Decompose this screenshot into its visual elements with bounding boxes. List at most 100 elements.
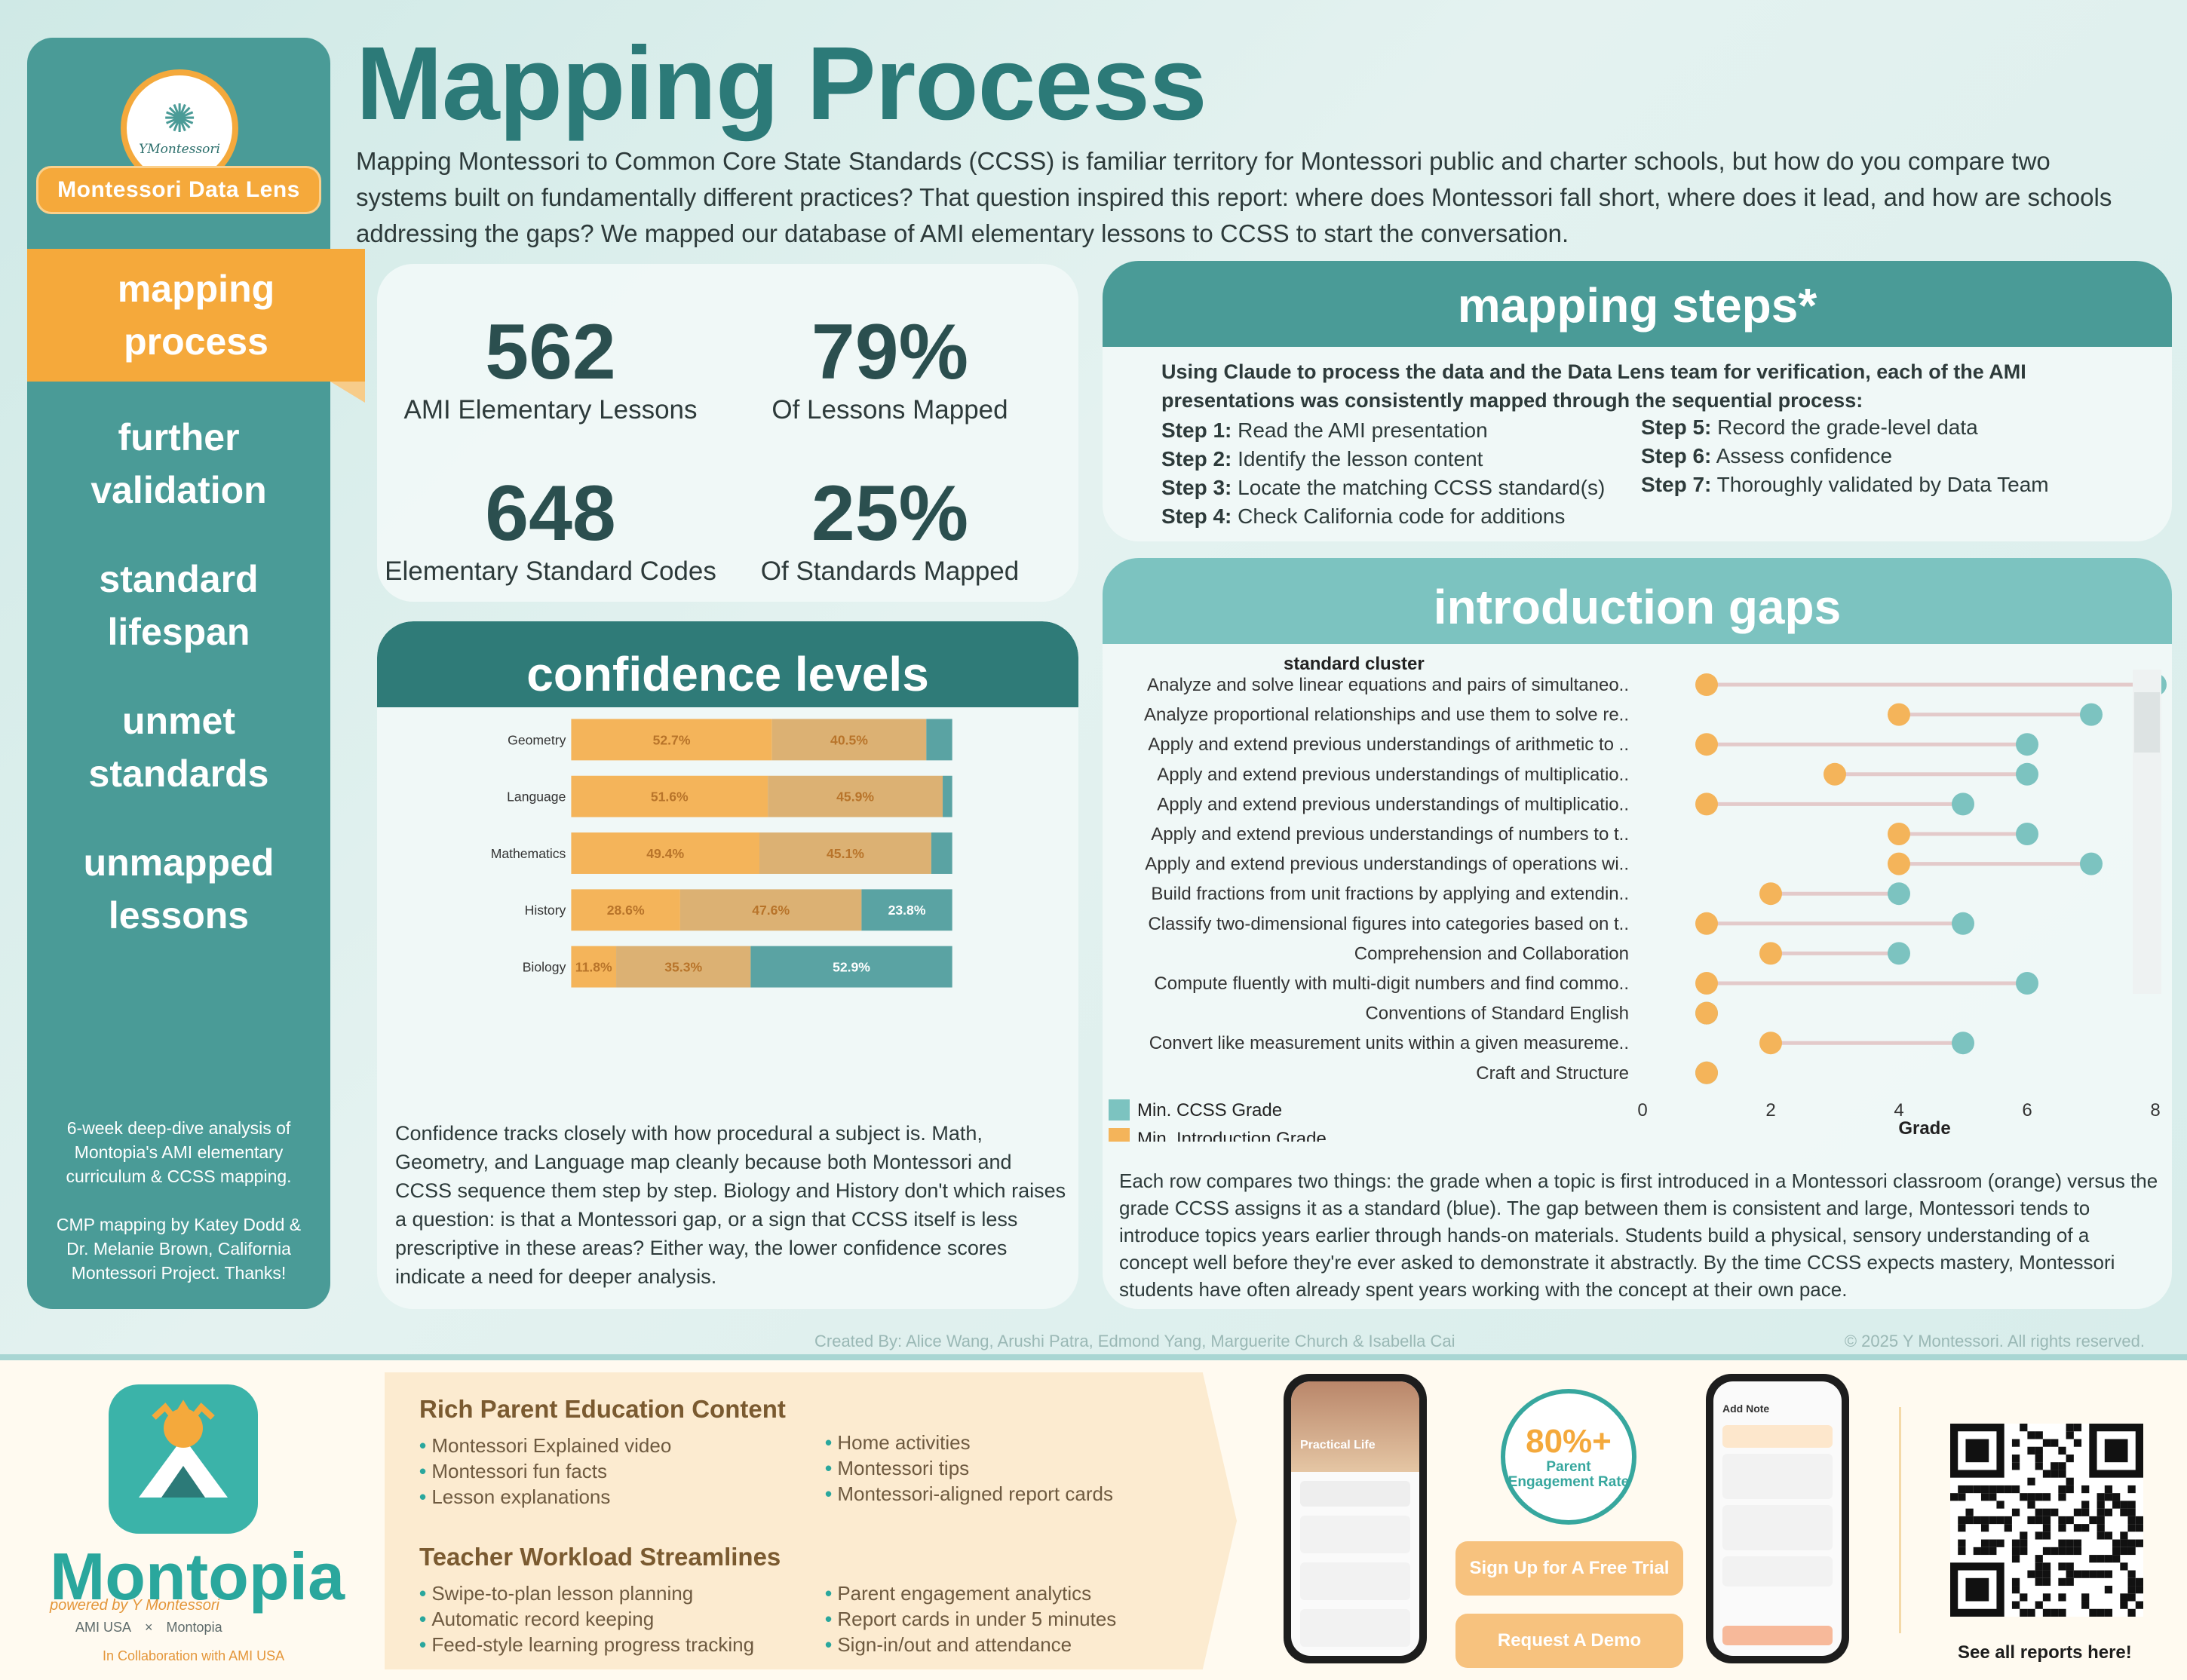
- feature-item: Report cards in under 5 minutes: [825, 1606, 1116, 1632]
- confidence-panel: confidence levels Geometry 52.7% 40.5% Lang…: [377, 621, 1078, 1309]
- gaps-panel: introduction gaps standard cluster Analyz…: [1103, 558, 2172, 1309]
- category-label: Mathematics: [491, 846, 566, 861]
- cluster-label: Apply and extend previous understandings…: [1157, 765, 1629, 785]
- category-label: Geometry: [508, 732, 566, 747]
- ccss-grade-point: [2016, 823, 2038, 845]
- confidence-bar-segment: [571, 889, 680, 931]
- qr-code-icon[interactable]: [1950, 1424, 2143, 1617]
- intro-grade-point: [1695, 972, 1718, 995]
- nav-mapping-process[interactable]: mapping process: [27, 249, 365, 403]
- confidence-description: Confidence tracks closely with how proce…: [395, 1122, 1066, 1288]
- confidence-bar-segment: [571, 832, 760, 874]
- confidence-bar-segment: [571, 946, 617, 988]
- montopia-small-logo: Montopia: [166, 1620, 222, 1635]
- intro-grade-point: [1888, 823, 1910, 845]
- gaps-description: Each row compares two things: the grade …: [1119, 1170, 2158, 1301]
- intro-grade-point: [1888, 703, 1910, 726]
- cluster-label: Convert like measurement units within a …: [1149, 1033, 1629, 1053]
- intro-grade-point: [1695, 733, 1718, 756]
- step-label: Step 6:: [1641, 444, 1712, 468]
- logo-text: YMontessori: [139, 142, 220, 157]
- bar-value-label: 23.8%: [888, 903, 926, 918]
- ccss-grade-point: [2016, 972, 2038, 995]
- teacher-features-left: Swipe-to-plan lesson planning Automatic …: [419, 1580, 754, 1657]
- intro-grade-point: [1695, 792, 1718, 816]
- copyright: © 2025 Y Montessori. All rights reserved…: [1844, 1332, 2145, 1350]
- stat-standards-mapped: 25% Of Standards Mapped: [716, 472, 1063, 588]
- engagement-badge: 80%+ Parent Engagement Rate: [1501, 1389, 1636, 1525]
- step-text: Thoroughly validated by Data Team: [1716, 473, 2049, 496]
- step-item: Step 5: Record the grade-level data: [1641, 413, 1978, 442]
- app-name: Montopia: [50, 1539, 345, 1614]
- intro-grade-point: [1759, 882, 1782, 906]
- intro-grade-point: [1695, 1001, 1718, 1025]
- nav-label: unmet standards: [88, 700, 269, 795]
- intro-paragraph: Mapping Montessori to Common Core State …: [356, 147, 2112, 247]
- phone-screen: Practical Life: [1291, 1381, 1419, 1656]
- nav-unmet-standards[interactable]: unmet standards: [27, 694, 330, 800]
- parent-content-title: Rich Parent Education Content: [419, 1395, 786, 1423]
- divider: [1899, 1407, 1901, 1633]
- ccss-grade-point: [1888, 882, 1910, 906]
- x-tick-label: 4: [1894, 1100, 1903, 1121]
- page-title: Mapping Process: [356, 26, 1207, 142]
- bar-value-label: 11.8%: [575, 959, 612, 974]
- cluster-label: Apply and extend previous understandings…: [1151, 824, 1629, 845]
- ccss-grade-point: [1952, 1032, 1974, 1055]
- phone-mockup-notes: Add Note: [1706, 1374, 1849, 1663]
- step-label: Step 3:: [1161, 476, 1232, 499]
- category-label: Biology: [523, 959, 566, 974]
- legend-label-intro: Min. Introduction Grade: [1137, 1129, 1327, 1142]
- credits: Created By: Alice Wang, Arushi Patra, Ed…: [814, 1332, 1455, 1350]
- feature-item: Automatic record keeping: [419, 1606, 754, 1632]
- ccss-grade-point: [1888, 942, 1910, 965]
- bar-value-label: 52.7%: [653, 732, 691, 747]
- stat-label: Of Standards Mapped: [760, 556, 1020, 586]
- step-item: Step 1: Read the AMI presentation: [1161, 416, 1488, 445]
- cluster-label: Conventions of Standard English: [1365, 1004, 1629, 1024]
- nav-label: further validation: [90, 416, 267, 511]
- gaps-scrollbar[interactable]: [2133, 670, 2161, 994]
- step-text: Check California code for additions: [1238, 504, 1566, 528]
- footer-ad: Montopia powered by Y Montessori AMI USA…: [0, 1354, 2187, 1680]
- step-text: Identify the lesson content: [1238, 447, 1483, 471]
- nav-standard-lifespan[interactable]: standard lifespan: [27, 553, 330, 658]
- teacher-workload-title: Teacher Workload Streamlines: [419, 1543, 781, 1571]
- confidence-bar-segment: [616, 946, 751, 988]
- bar-value-label: 45.1%: [827, 846, 864, 861]
- x-tick-label: 2: [1765, 1100, 1775, 1121]
- collab-note: In Collaboration with AMI USA: [103, 1648, 285, 1663]
- qr-caption: See all reports here!: [1958, 1642, 2132, 1663]
- feature-item: Parent engagement analytics: [825, 1580, 1116, 1606]
- cluster-label: Comprehension and Collaboration: [1354, 943, 1629, 964]
- feature-item: Lesson explanations: [419, 1484, 671, 1510]
- intro-grade-point: [1759, 942, 1782, 965]
- stat-value: 648: [485, 470, 616, 557]
- stat-label: AMI Elementary Lessons: [403, 395, 698, 425]
- nav-label: mapping process: [117, 268, 275, 363]
- scrollbar-thumb[interactable]: [2134, 692, 2160, 753]
- step-item: Step 6: Assess confidence: [1641, 442, 1892, 471]
- x-tick-label: 6: [2022, 1100, 2032, 1121]
- legend-label-ccss: Min. CCSS Grade: [1137, 1100, 1282, 1121]
- free-trial-button[interactable]: Sign Up for A Free Trial: [1455, 1541, 1683, 1596]
- stat-lessons-mapped: 79% Of Lessons Mapped: [716, 311, 1063, 427]
- nav-unmapped-lessons[interactable]: unmapped lessons: [27, 836, 330, 942]
- step-text: Assess confidence: [1716, 444, 1893, 468]
- legend-swatch-intro: [1109, 1128, 1130, 1142]
- y-axis-title: standard cluster: [1284, 654, 1425, 674]
- cluster-label: Build fractions from unit fractions by a…: [1151, 884, 1629, 904]
- category-label: Language: [507, 789, 566, 805]
- stat-value: 79%: [811, 308, 969, 396]
- intro-grade-point: [1695, 673, 1718, 696]
- request-demo-button[interactable]: Request A Demo: [1455, 1614, 1683, 1668]
- bar-value-label: 35.3%: [664, 959, 702, 974]
- nav-further-validation[interactable]: further validation: [27, 411, 330, 517]
- intro-grade-point: [1759, 1032, 1782, 1055]
- stat-value: 562: [485, 308, 616, 396]
- powered-by: powered by Y Montessori: [50, 1597, 219, 1614]
- step-label: Step 4:: [1161, 504, 1232, 528]
- intro-grade-point: [1695, 912, 1718, 935]
- confidence-bar-segment: [571, 719, 772, 761]
